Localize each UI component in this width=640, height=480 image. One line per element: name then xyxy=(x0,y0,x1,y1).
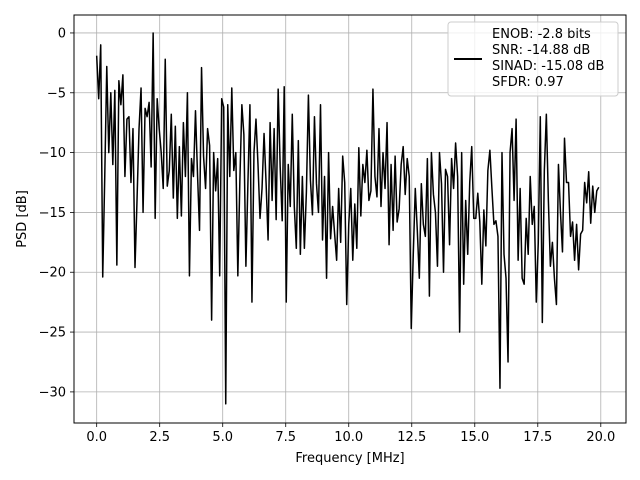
y-tick-label: 0 xyxy=(58,26,66,41)
x-tick-label: 7.5 xyxy=(275,430,296,445)
y-axis-label: PSD [dB] xyxy=(15,190,30,248)
x-axis-label: Frequency [MHz] xyxy=(295,451,404,466)
y-tick-label: −15 xyxy=(39,206,66,221)
x-tick-label: 5.0 xyxy=(212,430,233,445)
legend: ENOB: -2.8 bits SNR: -14.88 dB SINAD: -1… xyxy=(447,21,619,97)
legend-entry-sfdr: SFDR: 0.97 xyxy=(492,75,564,90)
x-tick-label: 0.0 xyxy=(86,430,107,445)
x-tick-label: 17.5 xyxy=(523,430,552,445)
x-tick-label: 10.0 xyxy=(334,430,363,445)
x-tick-label: 12.5 xyxy=(397,430,426,445)
x-tick-label: 15.0 xyxy=(460,430,489,445)
y-tick-label: −5 xyxy=(47,86,66,101)
y-axis-ticks: 0 −5 −10 −15 −20 −25 −30 xyxy=(39,26,74,400)
y-tick-label: −20 xyxy=(39,266,66,281)
y-tick-label: −10 xyxy=(39,146,66,161)
series-layer xyxy=(95,32,600,405)
legend-box xyxy=(447,21,619,97)
psd-series-line xyxy=(95,32,600,405)
legend-entry-enob: ENOB: -2.8 bits xyxy=(492,27,591,42)
x-tick-label: 20.0 xyxy=(586,430,615,445)
legend-entry-snr: SNR: -14.88 dB xyxy=(492,43,590,58)
legend-entry-sinad: SINAD: -15.08 dB xyxy=(492,59,604,74)
plot-frame xyxy=(73,14,627,424)
x-tick-label: 2.5 xyxy=(149,430,170,445)
y-tick-label: −25 xyxy=(39,326,66,341)
x-axis-ticks: 0.0 2.5 5.0 7.5 10.0 12.5 15.0 17.5 20.0 xyxy=(86,423,615,445)
y-tick-label: −30 xyxy=(39,385,66,400)
